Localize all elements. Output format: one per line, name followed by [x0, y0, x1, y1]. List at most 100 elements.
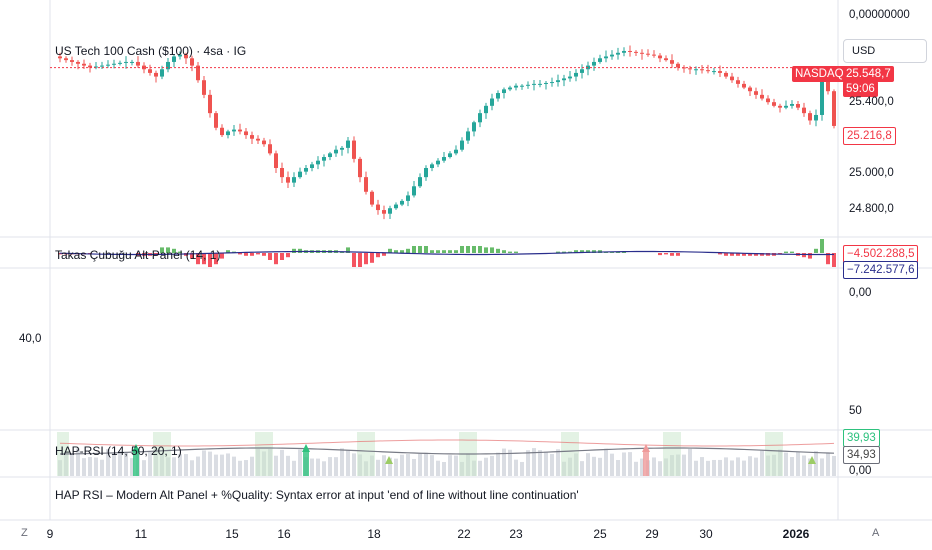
rsi-bar — [628, 452, 632, 476]
rsi-bar — [808, 458, 812, 476]
rsi-bar — [418, 453, 422, 476]
candle-body — [760, 94, 764, 99]
rsi-bar — [592, 456, 596, 476]
candle-body — [406, 195, 410, 201]
candle-body — [730, 76, 734, 81]
rsi-minor-arrow — [808, 456, 816, 464]
last-price-tag: 25.548,7 — [843, 66, 894, 82]
swap-line — [59, 250, 835, 256]
rsi-signal-arrow — [642, 444, 650, 452]
rsi-bar — [718, 459, 722, 476]
candle-body — [664, 58, 668, 61]
candle-body — [280, 168, 284, 178]
swap-bar — [820, 239, 824, 253]
candle-body — [76, 61, 80, 64]
rsi-bar — [484, 457, 488, 476]
candle-body — [736, 80, 740, 84]
symbol-title[interactable]: US Tech 100 Cash ($100) · 4sa · IG — [55, 44, 247, 58]
rsi-bar — [820, 458, 824, 476]
rsi-bar — [724, 457, 728, 476]
rsi-signal-line — [59, 447, 835, 455]
rsi-bar — [328, 457, 332, 476]
rsi-bar — [400, 454, 404, 476]
rsi-bar — [454, 455, 458, 476]
rsi-bar — [604, 448, 608, 476]
candle-body — [340, 147, 344, 150]
swap-bar — [400, 250, 404, 253]
candle-body — [706, 70, 710, 72]
rsi-signal-bar — [303, 450, 309, 476]
zoom-toggle-button[interactable]: Z — [21, 527, 28, 539]
swap-bar — [664, 253, 668, 255]
auto-scale-button[interactable]: A — [872, 527, 880, 539]
rsi-bar — [814, 451, 818, 476]
swap-panel-title[interactable]: Takas Çubuğu Alt Panel (14, 1) — [55, 248, 221, 262]
candle-body — [328, 153, 332, 158]
candle-body — [316, 160, 320, 165]
rsi-signal-arrow — [132, 444, 140, 452]
candle-body — [430, 164, 434, 168]
rsi-zone — [567, 432, 573, 476]
candle-body — [202, 80, 206, 95]
candle-body — [790, 104, 794, 106]
candle-body — [796, 104, 800, 108]
currency-button[interactable]: USD — [843, 39, 927, 63]
candle-body — [382, 210, 386, 214]
rsi-bar — [250, 456, 254, 476]
rsi-bar — [802, 455, 806, 476]
candle-body — [556, 80, 560, 83]
candle-body — [412, 186, 416, 196]
price-axis-label: 24.800,0 — [849, 203, 894, 215]
swap-bar — [754, 253, 758, 256]
candle-body — [640, 52, 644, 54]
candle-body — [334, 149, 338, 154]
candle-body — [232, 129, 236, 132]
rsi-bar — [712, 459, 716, 476]
candle-body — [466, 131, 470, 141]
candle-body — [160, 69, 164, 77]
swap-bar — [718, 253, 722, 255]
rsi-bar — [430, 455, 434, 476]
rsi-bar — [496, 452, 500, 476]
swap-bar — [166, 247, 170, 253]
candle-body — [778, 105, 782, 108]
candle-body — [598, 58, 602, 62]
rsi-zone — [159, 432, 165, 476]
swap-bar — [466, 246, 470, 253]
rsi-zone — [669, 432, 675, 476]
rsi-bar — [394, 458, 398, 476]
rsi-bar — [70, 453, 74, 476]
rsi-bar — [706, 460, 710, 476]
rsi-bar — [232, 456, 236, 476]
candle-body — [256, 138, 260, 141]
candle-body — [634, 51, 638, 53]
candle-body — [532, 83, 536, 85]
rsi-bar — [544, 451, 548, 476]
swap-bar — [178, 251, 182, 253]
rsi-bar — [694, 460, 698, 476]
rsi-bar — [424, 452, 428, 476]
rsi-bar — [322, 461, 326, 476]
candle-body — [220, 127, 224, 136]
rsi-zone — [777, 432, 783, 476]
candle-body — [118, 62, 122, 64]
x-axis-label: 15 — [225, 527, 239, 541]
candle-body — [712, 71, 716, 73]
swap-bar — [814, 248, 818, 253]
candle-body — [514, 85, 518, 88]
swap-bar — [478, 246, 482, 253]
rsi-bar — [106, 449, 110, 476]
rsi-bar — [688, 448, 692, 476]
swap-bar — [742, 253, 746, 256]
rsi-panel-title[interactable]: HAP-RSI (14, 50, 20, 1) — [55, 444, 182, 458]
candle-body — [580, 69, 584, 73]
rsi-bar — [550, 454, 554, 476]
candle-body — [172, 56, 176, 62]
candle-body — [358, 158, 362, 178]
candle-body — [418, 177, 422, 187]
candle-body — [148, 69, 152, 73]
x-axis-label: 2026 — [782, 527, 810, 541]
x-axis-label: 25 — [593, 527, 607, 541]
swap-blue-tag: −7.242.577,6 — [843, 261, 919, 279]
